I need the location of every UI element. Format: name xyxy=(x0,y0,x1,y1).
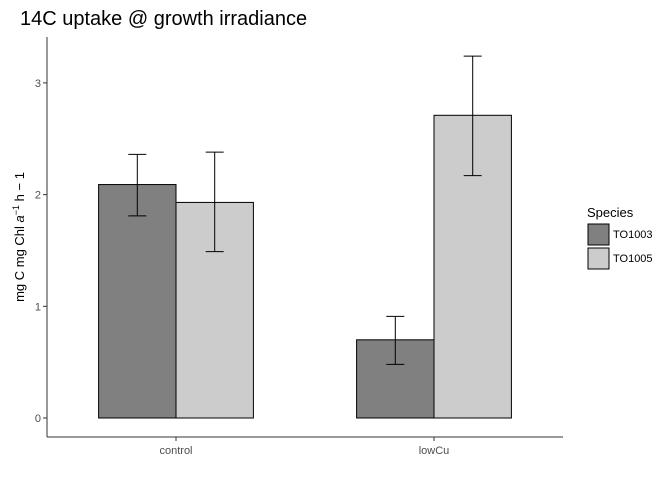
y-tick-label: 0 xyxy=(35,413,41,425)
legend: Species TO1003 TO1005 xyxy=(587,205,653,270)
legend-label-TO1003: TO1003 xyxy=(613,229,653,241)
x-tick-label-control: control xyxy=(159,445,192,457)
y-axis-title-italic: a xyxy=(12,215,27,222)
y-tick-label: 3 xyxy=(35,78,41,90)
x-tick-label-lowCu: lowCu xyxy=(419,445,450,457)
error-bars xyxy=(128,55,482,365)
y-tick-label: 1 xyxy=(35,301,41,313)
legend-title: Species xyxy=(587,205,634,220)
bar-TO1003-control xyxy=(98,184,177,419)
y-axis-title-suffix: h − 1 xyxy=(12,172,27,205)
legend-label-TO1005: TO1005 xyxy=(613,253,653,265)
legend-swatch-TO1005 xyxy=(587,247,610,270)
y-axis-title-superscript: −1 xyxy=(11,205,21,215)
legend-swatch-TO1003 xyxy=(587,223,610,246)
y-tick-label: 2 xyxy=(35,190,41,202)
y-axis-title: mg C mg Chl a−1 h − 1 xyxy=(11,172,27,302)
x-axis: control lowCu xyxy=(47,436,563,457)
y-axis: 0 1 2 3 xyxy=(35,37,48,437)
y-axis-title-prefix: mg C mg Chl xyxy=(12,222,27,301)
bars xyxy=(98,114,512,419)
chart-title: 14C uptake @ growth irradiance xyxy=(20,8,307,30)
